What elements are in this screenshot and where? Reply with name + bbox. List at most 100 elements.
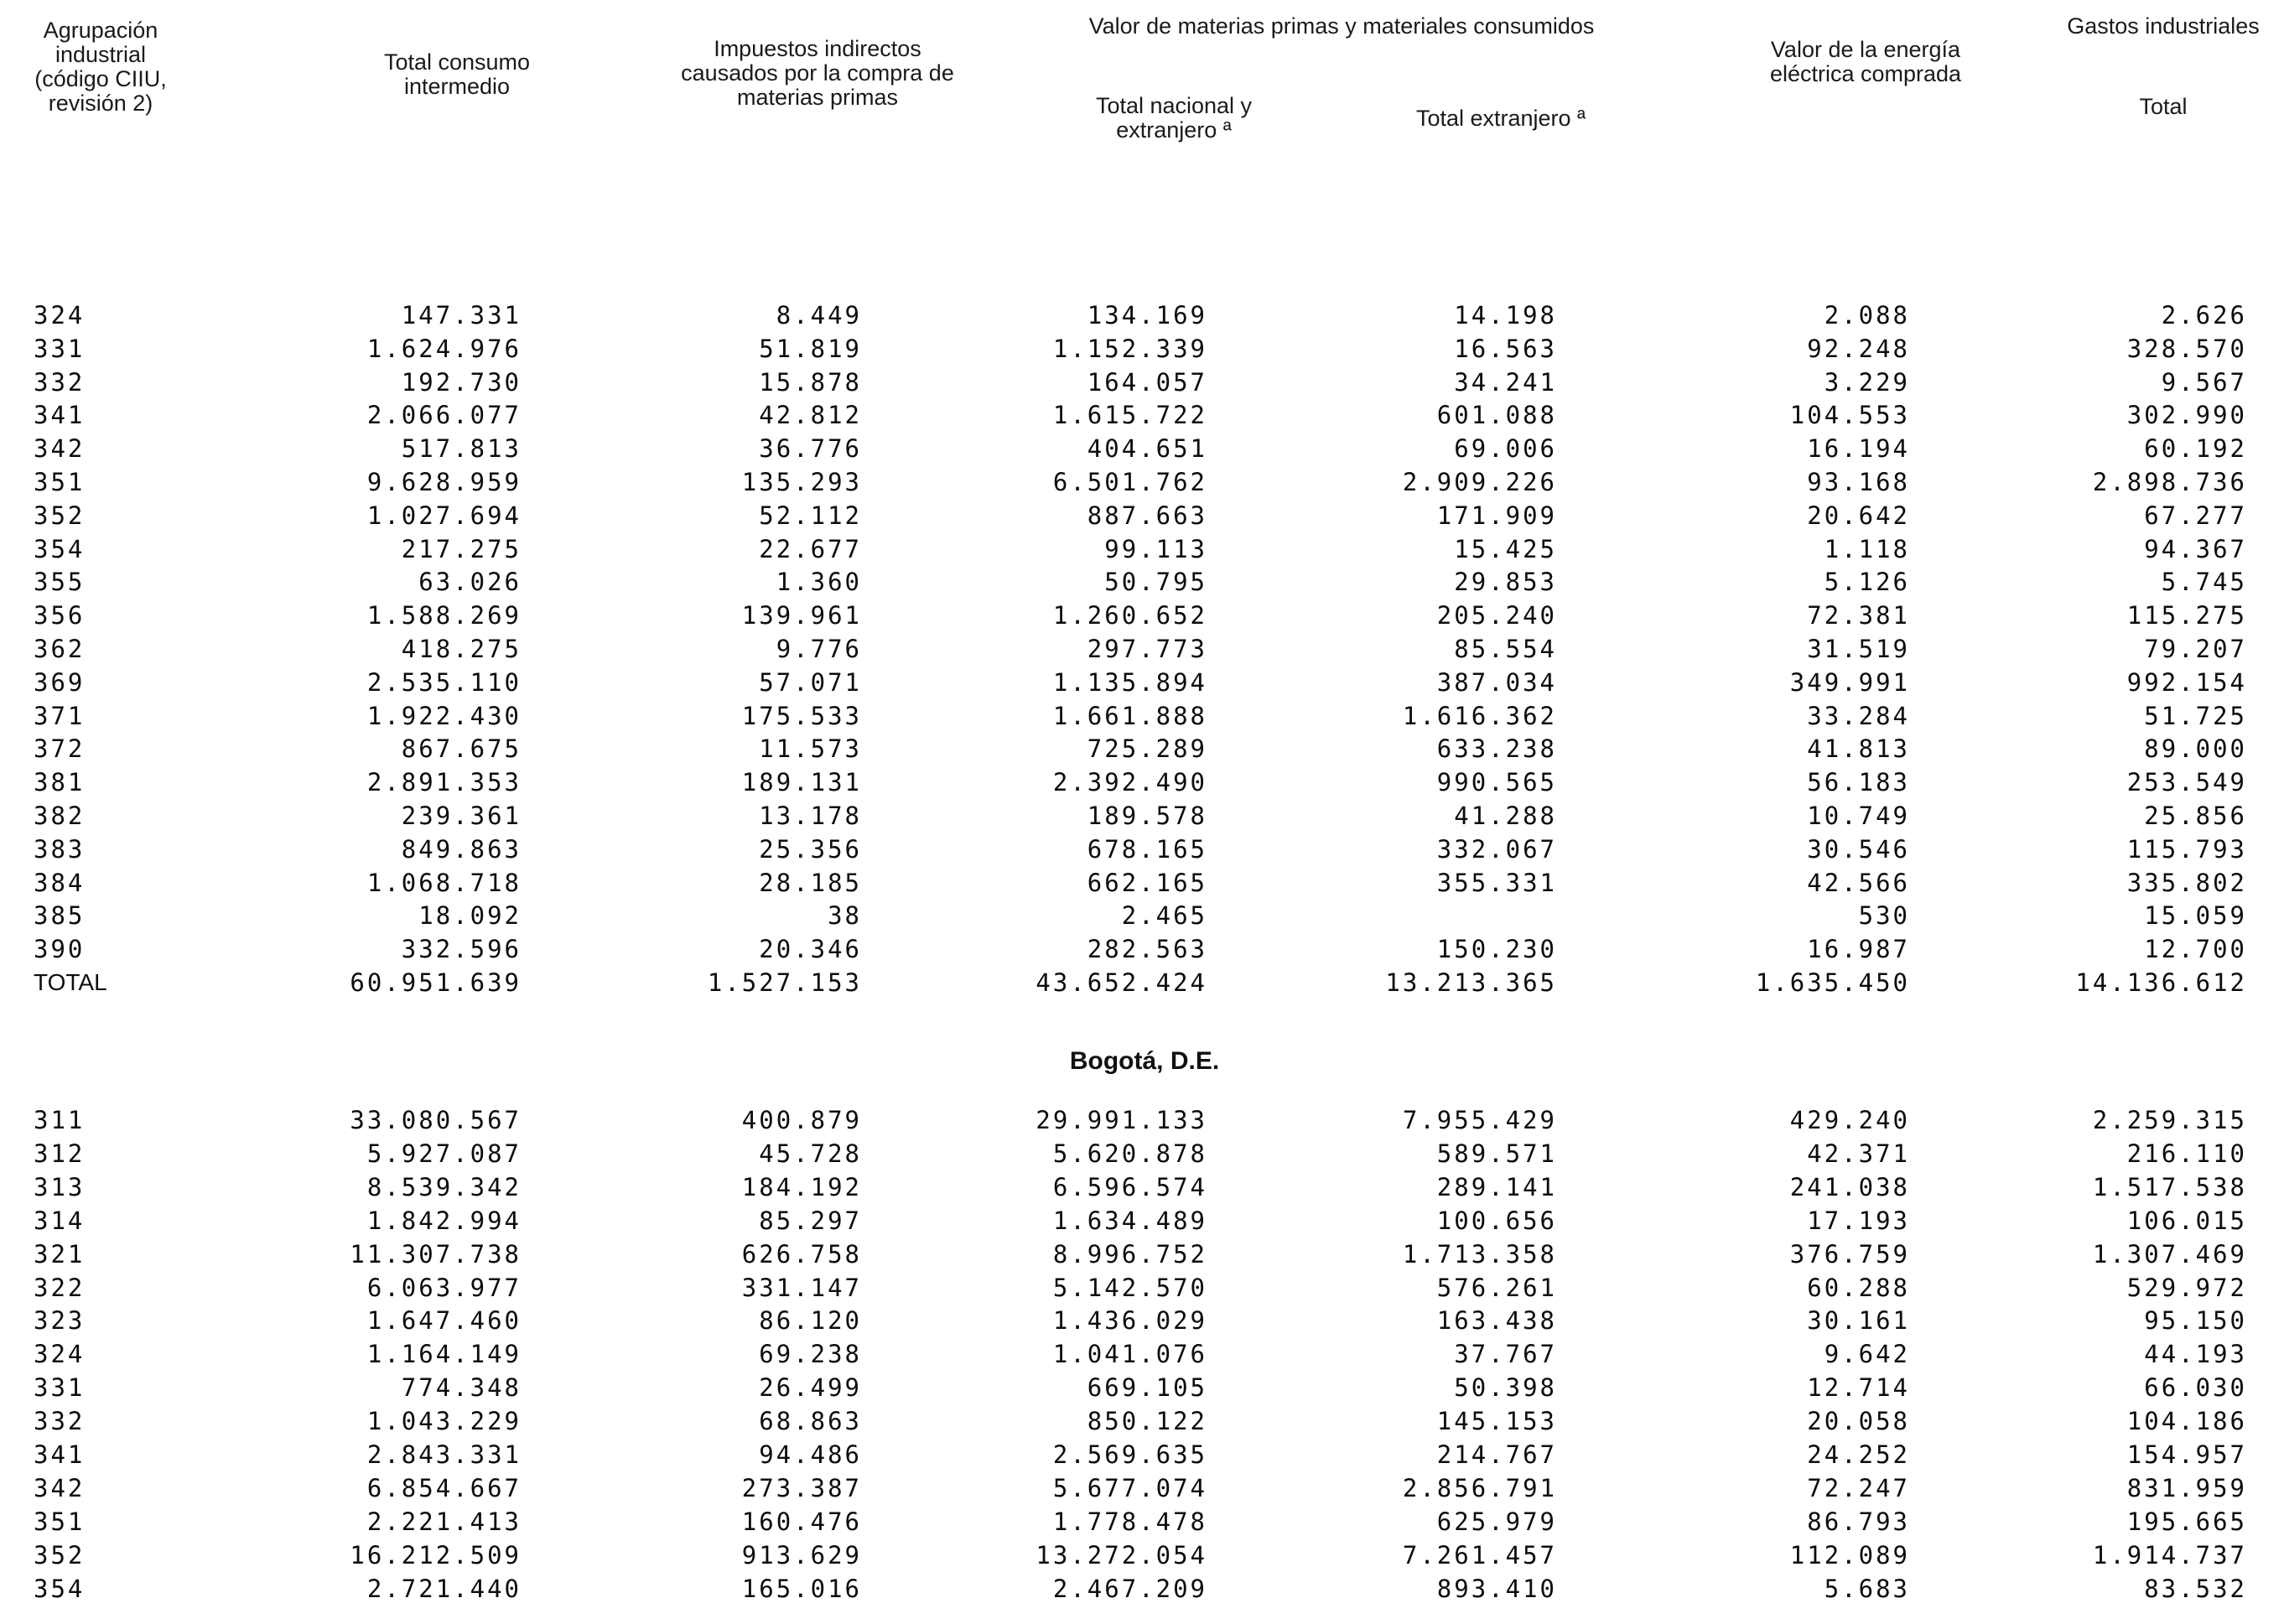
code-cell: 356	[34, 601, 86, 630]
table-row: 324 1.164.149 69.238 1.041.076 37.767 9.642 44…	[0, 1337, 2289, 1371]
table-row: 351 9.628.959 135.293 6.501.762 2.909.226 93.…	[0, 465, 2289, 499]
total-consumo-cell: 8.539.342	[366, 1172, 522, 1201]
gastos-total-cell: 216.110	[2126, 1139, 2247, 1168]
table-row: 382 239.361 13.178 189.578 41.288 10.749 25.85…	[0, 799, 2289, 833]
total-nacional-cell: 50.795	[1104, 568, 1207, 597]
total-consumo-cell: 2.535.110	[366, 667, 522, 697]
gastos-total-cell: 67.277	[2144, 501, 2247, 530]
impuestos-cell: 28.185	[759, 868, 862, 897]
table-row: 385 18.092 38 2.465 530 15.059	[0, 899, 2289, 932]
total-consumo-cell: 217.275	[401, 534, 522, 563]
gastos-total-cell: 12.700	[2144, 935, 2247, 964]
code-cell: 372	[34, 734, 86, 764]
gastos-total-cell: 2.898.736	[2092, 468, 2247, 496]
total-consumo-total: 60.951.639	[350, 968, 522, 997]
table-row: 331 1.624.976 51.819 1.152.339 16.563 92.248 3…	[0, 332, 2289, 366]
energia-cell: 33.284	[1807, 701, 1910, 730]
total-consumo-cell: 63.026	[418, 568, 522, 597]
header-agrupacion: Agrupación industrial (código CIIU, revi…	[17, 18, 184, 116]
impuestos-cell: 38	[828, 901, 862, 931]
energia-cell: 9.642	[1824, 1340, 1910, 1369]
total-consumo-cell: 192.730	[401, 367, 522, 397]
total-consumo-cell: 2.221.413	[366, 1507, 522, 1536]
table-row: 332 1.043.229 68.863 850.122 145.153 20.058 10…	[0, 1404, 2289, 1438]
total-nacional-cell: 662.165	[1087, 868, 1207, 897]
total-nacional-cell: 5.677.074	[1052, 1473, 1207, 1502]
total-nacional-cell: 850.122	[1087, 1407, 1207, 1436]
total-extranjero-cell: 163.438	[1436, 1306, 1557, 1336]
total-nacional-total: 43.652.424	[1036, 968, 1207, 997]
code-cell: 385	[34, 901, 86, 931]
total-nacional-cell: 725.289	[1087, 734, 1207, 764]
energia-cell: 30.546	[1807, 834, 1910, 864]
code-cell: 354	[34, 534, 86, 563]
table-row: 332 192.730 15.878 164.057 34.241 3.229 9.567	[0, 366, 2289, 399]
total-extranjero-cell: 633.238	[1436, 734, 1557, 764]
energia-cell: 16.194	[1807, 434, 1910, 464]
energia-cell: 16.987	[1807, 935, 1910, 964]
code-cell: 352	[34, 501, 86, 530]
energia-cell: 41.813	[1807, 734, 1910, 764]
total-extranjero-cell: 171.909	[1436, 501, 1557, 530]
total-consumo-cell: 1.043.229	[366, 1407, 522, 1436]
gastos-total-cell: 104.186	[2126, 1407, 2247, 1436]
total-extranjero-cell: 625.979	[1436, 1507, 1557, 1536]
table-row: 356 1.588.269 139.961 1.260.652 205.240 72.38…	[0, 599, 2289, 632]
gastos-total-cell: 9.567	[2161, 367, 2247, 397]
impuestos-cell: 26.499	[759, 1373, 862, 1403]
table-row: 313 8.539.342 184.192 6.596.574 289.141 241.0…	[0, 1170, 2289, 1204]
impuestos-cell: 1.360	[776, 568, 862, 597]
code-cell: 321	[34, 1239, 86, 1269]
header-total-consumo-line: Total consumo	[383, 49, 531, 75]
total-nacional-cell: 1.135.894	[1052, 667, 1207, 697]
header-total-extranjero: Total extranjero ª	[1415, 106, 1586, 131]
header-total-nacional-line: extranjero ª	[1116, 117, 1232, 143]
energia-cell: 3.229	[1824, 367, 1910, 397]
total-extranjero-cell: 387.034	[1436, 667, 1557, 697]
code-cell: 342	[34, 434, 86, 464]
code-cell: 362	[34, 635, 86, 663]
total-consumo-cell: 1.588.269	[366, 601, 522, 630]
energia-cell: 20.058	[1807, 1407, 1910, 1436]
total-extranjero-cell: 332.067	[1436, 834, 1557, 864]
total-extranjero-cell: 150.230	[1436, 935, 1557, 964]
impuestos-cell: 189.131	[741, 768, 862, 797]
total-consumo-cell: 774.348	[401, 1373, 522, 1403]
total-extranjero-cell: 2.909.226	[1402, 468, 1557, 496]
energia-cell: 86.793	[1807, 1507, 1910, 1536]
impuestos-cell: 175.533	[741, 701, 862, 730]
code-cell: 351	[34, 468, 86, 496]
table-row: 341 2.066.077 42.812 1.615.722 601.088 104.55…	[0, 398, 2289, 432]
energia-total: 1.635.450	[1755, 968, 1910, 997]
header-gastos-total: Total	[2139, 94, 2188, 119]
code-cell: 341	[34, 1440, 86, 1469]
total-nacional-cell: 1.436.029	[1052, 1306, 1207, 1336]
gastos-total-cell: 95.150	[2144, 1306, 2247, 1336]
gastos-total-cell: 51.725	[2144, 701, 2247, 730]
code-cell: 331	[34, 334, 86, 363]
code-cell: 332	[34, 367, 86, 397]
total-extranjero-cell: 100.656	[1436, 1206, 1557, 1235]
header-energia: Valor de la energía eléctrica comprada	[1727, 38, 2004, 86]
gastos-total-cell: 106.015	[2126, 1206, 2247, 1235]
code-cell: 331	[34, 1373, 86, 1403]
header-impuestos-line: materias primas	[736, 85, 899, 110]
energia-cell: 12.714	[1807, 1373, 1910, 1403]
impuestos-cell: 52.112	[759, 501, 862, 530]
total-extranjero-cell: 29.853	[1454, 568, 1557, 597]
energia-cell: 72.247	[1807, 1473, 1910, 1502]
header-total-consumo-line: intermedio	[403, 74, 511, 99]
impuestos-cell: 45.728	[759, 1139, 862, 1168]
total-consumo-cell: 332.596	[401, 935, 522, 964]
total-extranjero-cell: 205.240	[1436, 601, 1557, 630]
code-cell: 312	[34, 1139, 86, 1168]
gastos-total-cell: 15.059	[2144, 901, 2247, 931]
impuestos-cell: 15.878	[759, 367, 862, 397]
total-consumo-cell: 33.080.567	[350, 1106, 522, 1134]
code-cell: 324	[34, 301, 86, 329]
impuestos-cell: 68.863	[759, 1407, 862, 1436]
code-cell: 355	[34, 568, 86, 597]
impuestos-cell: 11.573	[759, 734, 862, 764]
total-extranjero-cell: 16.563	[1454, 334, 1557, 363]
header-impuestos-line: causados por la compra de	[681, 60, 954, 86]
